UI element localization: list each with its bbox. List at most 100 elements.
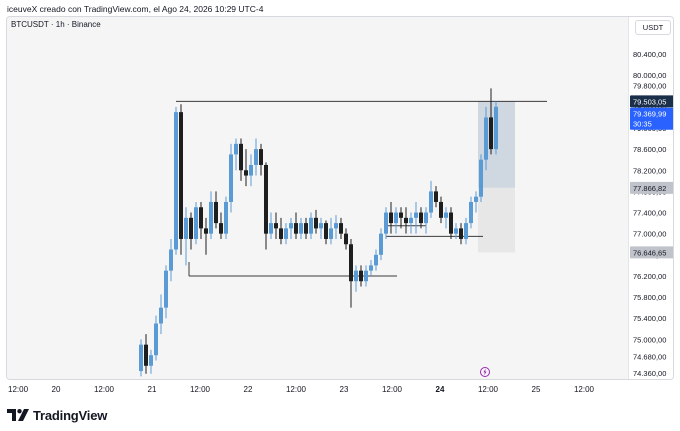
high-price-tag: 79.503,05 [633,97,666,106]
time-tick-label: 12:00 [574,385,595,394]
candle-body [204,228,208,234]
candle-body [389,212,393,224]
time-tick-label: 21 [148,385,157,394]
lightning-icon[interactable] [480,367,490,377]
price-tick-label: 78.200,00 [633,166,666,175]
price-tick-label: 76.200,00 [633,272,666,281]
price-tick-label: 74.360,00 [633,369,666,378]
candle-body [429,191,433,213]
candle-body [199,207,203,229]
candle-body [159,307,163,324]
candle-body [149,355,153,366]
candle-body [184,217,188,239]
candle-body [369,265,373,271]
candle-body [169,249,173,271]
price-tick-label: 75.400,00 [633,314,666,323]
time-tick-label: 12:00 [382,385,403,394]
price-axis: 74.360,00 74.680,00 75.000,00 75.400,00 75.8… [630,50,673,378]
candle-body [459,228,463,239]
time-tick-label: 12:00 [286,385,307,394]
candle-body [484,117,488,160]
candle-body [314,217,318,229]
time-tick-label: 24 [436,385,445,394]
time-axis[interactable]: 12:00 20 12:00 21 12:00 22 12:00 23 12:00 24 12:00… [6,380,674,398]
candle-body [439,201,443,218]
symbol-legend: BTCUSDT · 1h · Binance [11,20,101,29]
candle-body [444,212,448,218]
plot-area[interactable]: BTCUSDT · 1h · Binance [7,17,628,379]
candle-body [399,212,403,218]
mid-level-tag-bg [630,181,673,194]
last-price-tag: 79.369,99 [633,110,666,119]
candlestick-plot [139,88,547,377]
mid-level-tag: 77.866,82 [633,184,666,193]
candle-body [274,223,278,229]
candle-body [454,228,458,234]
candle-body [434,191,438,202]
candle-body [174,112,178,250]
candle-body [424,212,428,224]
candle-body [479,159,483,197]
candle-body [469,201,473,224]
time-tick-label: 25 [532,385,541,394]
candle-body [244,170,248,176]
candle-body [349,244,353,282]
price-tick-label: 80.000,00 [633,71,666,80]
candle-body [494,106,498,150]
candle-body [489,117,493,150]
candle-body [234,143,238,155]
candle-body [254,149,258,165]
candle-body [154,323,158,356]
candle-body [359,270,363,282]
candle-body [239,143,243,171]
candle-body [384,212,388,234]
candle-body [474,196,478,202]
candle-body [309,217,313,234]
price-tick-label: 75.800,00 [633,293,666,302]
time-tick-label: 12:00 [190,385,211,394]
candle-body [299,223,303,234]
price-tick-label: 74.680,00 [633,352,666,361]
candle-body [464,223,468,239]
candle-body [294,223,298,234]
price-scale[interactable]: USDT 74.360,00 74.680,00 75.000,00 75.400,0… [628,17,673,379]
candle-body [139,344,143,372]
candle-body [164,270,168,308]
high-price-tag-bg [630,95,673,108]
candle-body [304,223,308,234]
candle-body [329,228,333,239]
candle-body [224,201,228,234]
time-tick-label: 20 [52,385,61,394]
candle-body [289,223,293,229]
candle-body [404,217,408,224]
last-price-tag-bg [630,107,673,130]
price-tick-label: 77.000,00 [633,230,666,239]
candle-body [324,223,328,239]
candle-body [219,223,223,234]
candle-body [279,228,283,239]
price-tick-label: 75.000,00 [633,335,666,344]
time-tick-label: 12:00 [94,385,115,394]
candle-body [339,223,343,234]
time-tick-label: 12:00 [478,385,499,394]
time-tick-label: 22 [244,385,253,394]
candle-body [214,201,218,224]
candle-body [414,212,418,218]
price-tick-label: 80.400,00 [633,50,666,59]
candle-body [379,233,383,255]
candle-body [209,201,213,234]
last-price-tag-countdown: 30:35 [633,120,652,129]
candle-body [269,223,273,234]
candle-body [334,223,338,229]
chart-panel: BTCUSDT · 1h · Binance USDT 74.360,00 74.… [6,16,674,380]
candle-body [319,223,323,229]
candle-body [419,212,423,224]
price-tick-label: 77.400,00 [633,209,666,218]
time-tick-label: 12:00 [8,385,29,394]
price-tick-label: 78.600,00 [633,145,666,154]
candle-body [144,344,148,366]
candle-body [229,154,233,202]
candle-body [409,217,413,224]
currency-badge[interactable]: USDT [635,20,671,35]
candle-body [259,149,263,165]
